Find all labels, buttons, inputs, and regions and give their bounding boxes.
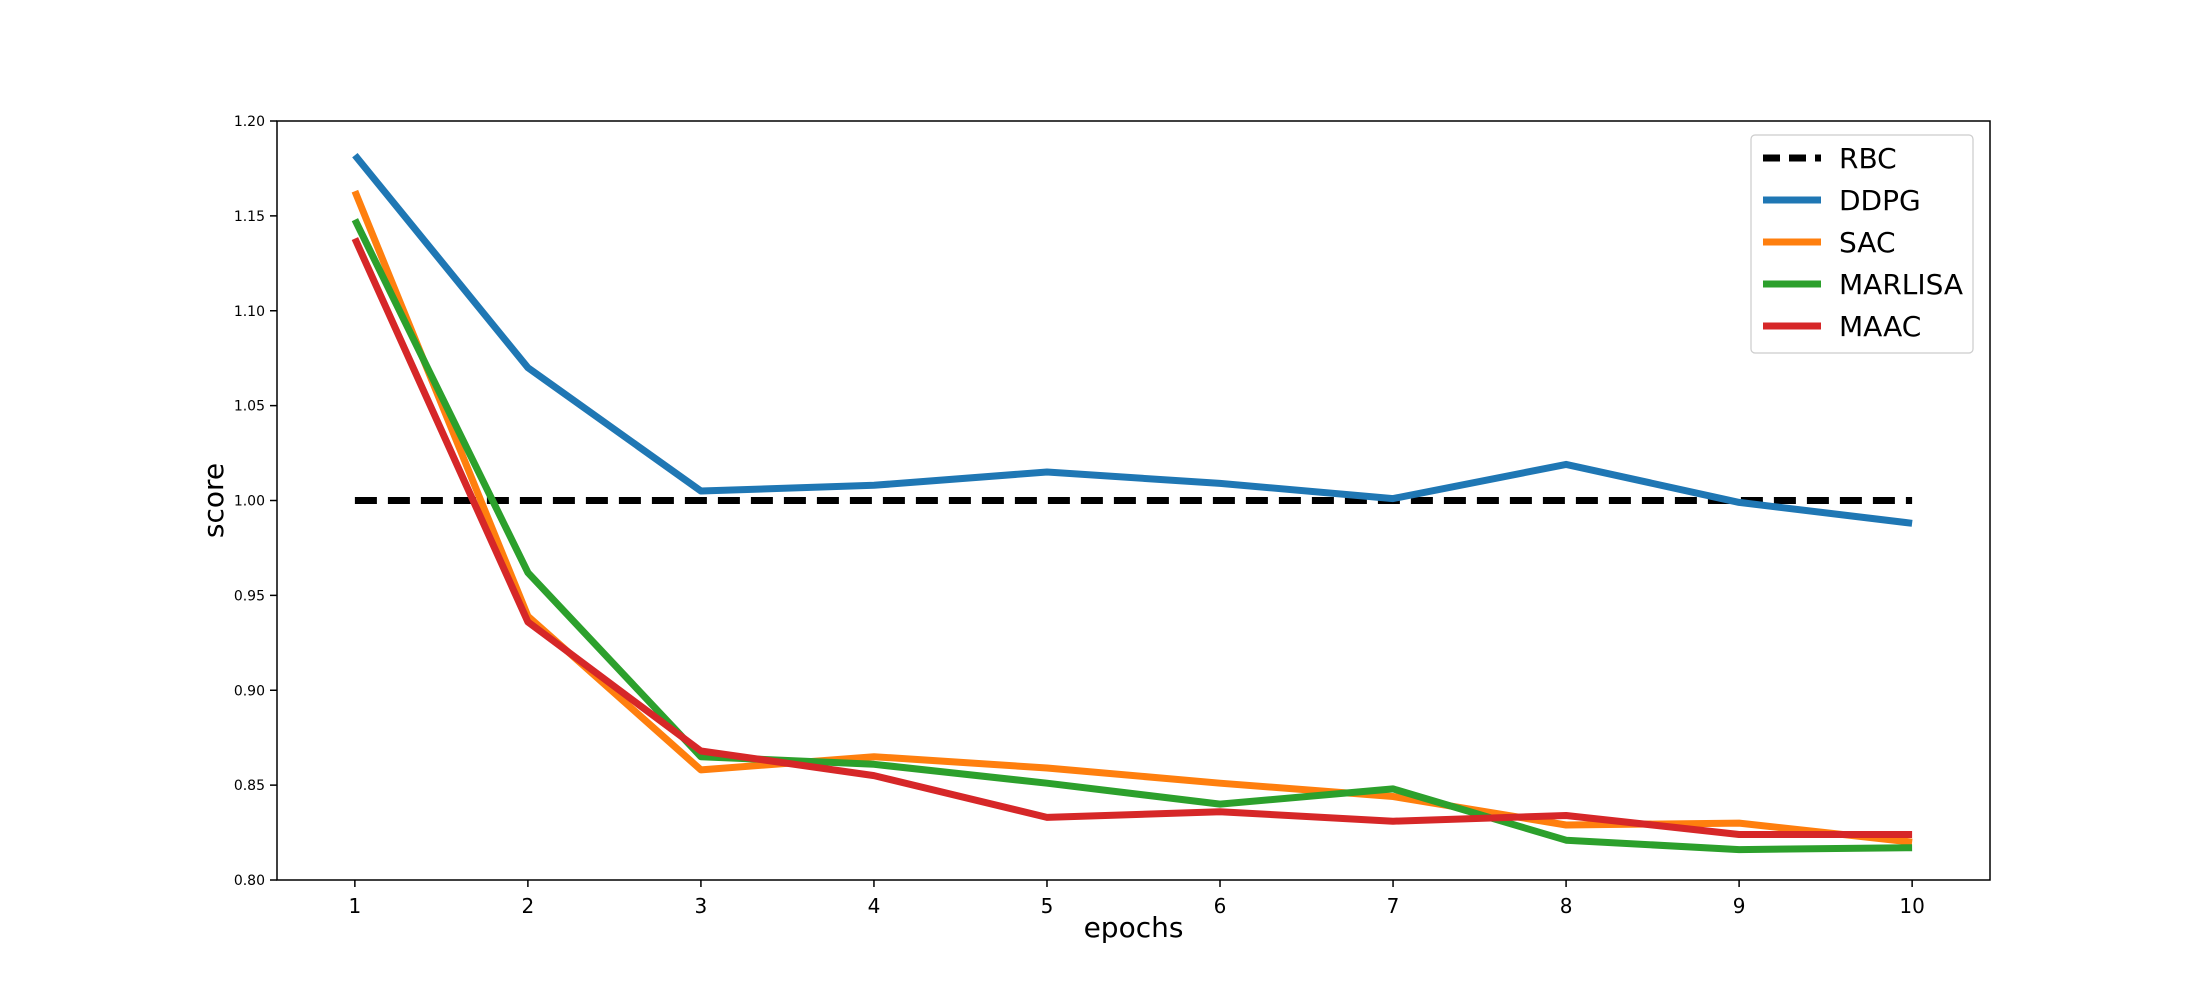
y-tick-label: 1.00 [234, 494, 265, 510]
legend-label-sac: SAC [1839, 226, 1896, 259]
plot-area [351, 152, 1913, 854]
y-tick-label: 1.10 [234, 304, 265, 320]
axes: 1 2 3 4 5 6 7 8 9 10 0.80 0.85 0.90 0.95 1.00 1.05 1.10 1… [234, 114, 1991, 918]
x-tick-label: 1 [348, 894, 361, 918]
x-tick-label: 4 [868, 894, 881, 918]
legend: RBC DDPG SAC MARLISA MAAC [1750, 134, 1974, 354]
series-line-ddpg [352, 152, 1913, 527]
x-tick-label: 6 [1214, 894, 1227, 918]
series-line-maac [351, 237, 1913, 838]
x-tick-label: 3 [695, 894, 708, 918]
series-line-sac [351, 189, 1913, 846]
legend-label-rbc: RBC [1839, 142, 1897, 175]
x-tick-label: 9 [1733, 894, 1746, 918]
y-tick-label: 1.05 [234, 399, 265, 415]
y-tick-label: 1.15 [234, 209, 265, 225]
y-tick-label: 0.85 [234, 778, 265, 794]
y-tick-label: 0.95 [234, 588, 265, 604]
x-tick-label: 8 [1560, 894, 1573, 918]
legend-box [1750, 134, 1974, 354]
x-tick-label: 5 [1041, 894, 1054, 918]
x-tick-label: 10 [1899, 894, 1924, 918]
x-tick-label: 2 [522, 894, 535, 918]
y-axis-title: score [197, 463, 230, 538]
x-tick-label: 7 [1387, 894, 1400, 918]
x-axis-title: epochs [1084, 911, 1184, 944]
y-tick-label: 1.20 [234, 114, 265, 130]
legend-label-maac: MAAC [1839, 310, 1921, 343]
legend-label-marlisa: MARLISA [1839, 268, 1963, 301]
legend-label-ddpg: DDPG [1839, 184, 1921, 217]
series-line-marlisa [351, 218, 1913, 854]
y-tick-label: 0.80 [234, 873, 265, 889]
y-tick-label: 0.90 [234, 683, 265, 699]
